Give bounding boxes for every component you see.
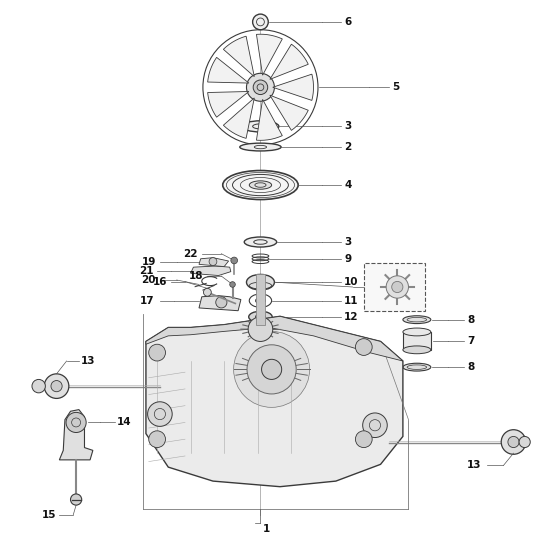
Polygon shape <box>223 98 254 138</box>
Circle shape <box>247 345 296 394</box>
Text: 14: 14 <box>117 417 132 427</box>
Circle shape <box>508 436 519 447</box>
Ellipse shape <box>403 328 431 336</box>
Text: 19: 19 <box>142 256 156 267</box>
Text: 3: 3 <box>344 237 352 247</box>
Text: 13: 13 <box>466 460 481 470</box>
Bar <box>403 332 431 350</box>
Circle shape <box>234 332 310 407</box>
Text: 20: 20 <box>142 275 156 285</box>
Circle shape <box>71 494 82 505</box>
Circle shape <box>386 276 408 298</box>
Polygon shape <box>59 409 93 460</box>
Polygon shape <box>256 34 282 75</box>
Ellipse shape <box>223 170 298 199</box>
Ellipse shape <box>246 274 274 290</box>
Ellipse shape <box>242 121 279 132</box>
Ellipse shape <box>240 143 281 151</box>
Text: 10: 10 <box>344 277 359 287</box>
Polygon shape <box>146 316 403 361</box>
Circle shape <box>363 413 388 437</box>
Ellipse shape <box>244 237 277 247</box>
Polygon shape <box>190 266 231 276</box>
Polygon shape <box>208 57 249 83</box>
Circle shape <box>51 381 62 392</box>
Circle shape <box>66 412 86 432</box>
Circle shape <box>519 436 530 447</box>
Text: 18: 18 <box>188 271 203 281</box>
Circle shape <box>203 288 211 296</box>
Polygon shape <box>270 95 308 130</box>
Text: 4: 4 <box>344 180 352 190</box>
Text: 17: 17 <box>139 296 155 306</box>
Circle shape <box>32 380 45 393</box>
Circle shape <box>149 344 166 361</box>
Ellipse shape <box>403 346 431 354</box>
Circle shape <box>231 257 237 264</box>
Bar <box>256 274 265 325</box>
Circle shape <box>44 374 69 398</box>
Polygon shape <box>208 91 249 117</box>
Text: 1: 1 <box>263 524 270 534</box>
Text: 15: 15 <box>42 510 57 520</box>
Circle shape <box>230 282 235 287</box>
Circle shape <box>253 14 268 30</box>
Circle shape <box>246 73 274 101</box>
Text: 16: 16 <box>153 277 167 287</box>
Text: 9: 9 <box>344 254 351 264</box>
Circle shape <box>501 430 526 454</box>
Text: 2: 2 <box>344 142 352 152</box>
Circle shape <box>148 402 172 426</box>
Polygon shape <box>273 74 314 100</box>
Circle shape <box>262 360 282 380</box>
Text: 12: 12 <box>344 312 359 322</box>
Polygon shape <box>223 36 254 77</box>
Text: 8: 8 <box>467 362 474 372</box>
Text: 5: 5 <box>392 82 399 92</box>
Circle shape <box>356 339 372 356</box>
Circle shape <box>248 317 273 342</box>
Text: 3: 3 <box>344 122 352 132</box>
Text: 22: 22 <box>183 249 198 259</box>
Polygon shape <box>256 99 282 141</box>
Text: 13: 13 <box>81 356 95 366</box>
Text: 8: 8 <box>467 315 474 325</box>
Bar <box>364 263 425 311</box>
Polygon shape <box>199 258 228 267</box>
Polygon shape <box>270 44 308 80</box>
Text: 21: 21 <box>139 265 154 276</box>
Text: 7: 7 <box>467 336 474 346</box>
Text: 6: 6 <box>344 17 352 27</box>
Ellipse shape <box>249 181 272 189</box>
Circle shape <box>209 258 217 265</box>
Circle shape <box>356 431 372 447</box>
Text: 11: 11 <box>344 296 359 306</box>
Circle shape <box>392 281 403 292</box>
Polygon shape <box>146 316 403 487</box>
Circle shape <box>253 80 268 95</box>
Ellipse shape <box>249 311 272 323</box>
Ellipse shape <box>403 316 431 324</box>
Ellipse shape <box>403 363 431 371</box>
Polygon shape <box>199 296 241 311</box>
Circle shape <box>216 297 227 308</box>
Circle shape <box>149 431 166 447</box>
